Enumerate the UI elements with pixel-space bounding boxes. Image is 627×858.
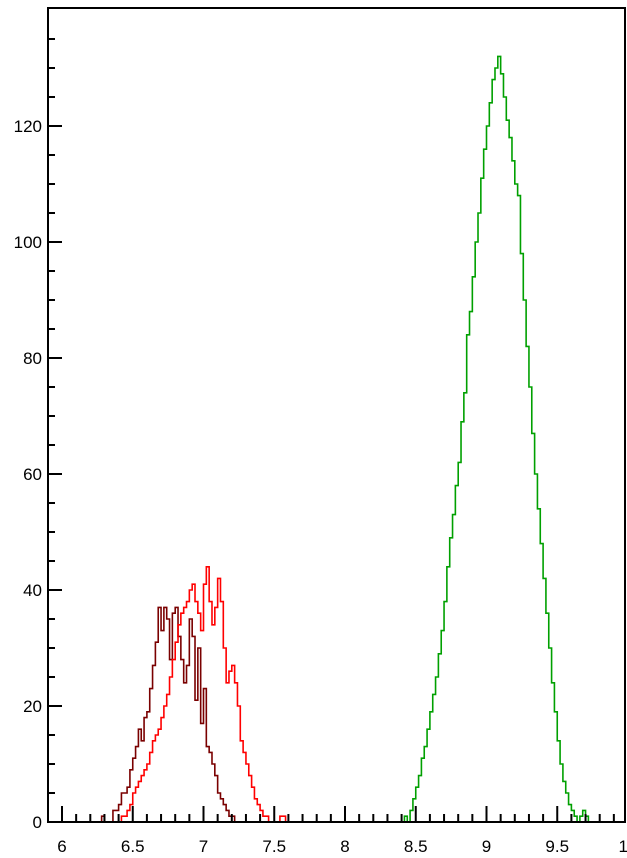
series-line-0 [62,606,278,823]
series-line-1 [62,566,309,823]
x-tick-label: 9 [482,837,491,856]
x-tick-label: 9.5 [545,837,569,856]
axis-layer: 0 20 40 60 80 100 120 6 6.5 7 7.5 8 8.5 9 9.5 10 [14,7,627,856]
y-tick-label: 100 [14,233,42,252]
x-tick-label: 8.5 [404,837,428,856]
y-tick-label: 0 [33,813,42,832]
x-tick-label: 7.5 [262,837,286,856]
series-line-2 [398,55,592,823]
y-tick-label: 40 [23,581,42,600]
y-tick-label: 120 [14,117,42,136]
plot-frame [47,7,626,823]
y-tick-label: 80 [23,349,42,368]
x-tick-label: 6 [57,837,66,856]
x-tick-label: 10 [619,837,627,856]
x-tick-label: 7 [199,837,208,856]
y-tick-label: 60 [23,465,42,484]
x-tick-label: 6.5 [121,837,145,856]
y-tick-label: 20 [23,697,42,716]
x-tick-label: 8 [340,837,349,856]
series-layer [62,55,592,823]
